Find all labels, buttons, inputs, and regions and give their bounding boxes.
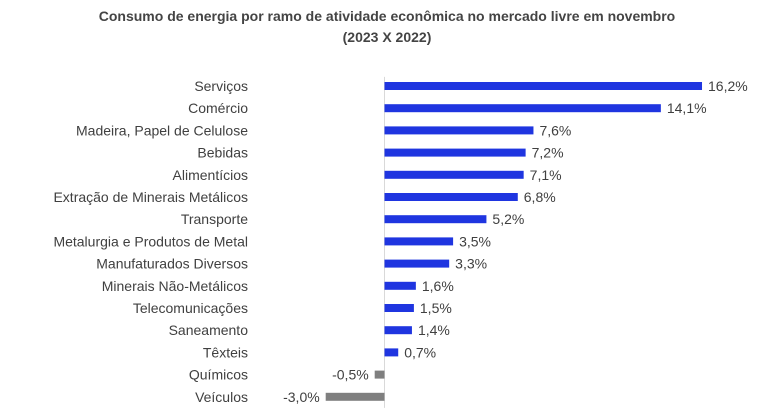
data-label-madeira-papel-de-celulose: 7,6% bbox=[539, 122, 571, 138]
data-label-quimicos: -0,5% bbox=[332, 367, 369, 383]
data-label-veiculos: -3,0% bbox=[283, 389, 320, 405]
category-label-bebidas: Bebidas bbox=[197, 145, 248, 161]
data-label-minerais-nao-metalicos: 1,6% bbox=[422, 278, 454, 294]
category-label-quimicos: Químicos bbox=[189, 367, 248, 383]
data-label-servicos: 16,2% bbox=[708, 78, 748, 94]
category-label-servicos: Serviços bbox=[194, 78, 248, 94]
bar-bebidas bbox=[384, 148, 526, 157]
data-label-extracao-de-minerais-metalicos: 6,8% bbox=[524, 189, 556, 205]
bar-madeira-papel-de-celulose bbox=[384, 126, 534, 135]
category-label-saneamento: Saneamento bbox=[169, 322, 249, 338]
chart-title-line-2: (2023 X 2022) bbox=[342, 29, 432, 45]
data-label-telecomunicacoes: 1,5% bbox=[420, 300, 452, 316]
data-label-metalurgia-e-produtos-de-metal: 3,5% bbox=[459, 233, 491, 249]
bar-minerais-nao-metalicos bbox=[384, 281, 416, 290]
data-label-comercio: 14,1% bbox=[667, 100, 707, 116]
category-label-transporte: Transporte bbox=[181, 211, 248, 227]
bar-saneamento bbox=[384, 326, 412, 335]
category-label-extracao-de-minerais-metalicos: Extração de Minerais Metálicos bbox=[53, 189, 248, 205]
category-label-alimenticios: Alimentícios bbox=[173, 167, 248, 183]
bar-comercio bbox=[384, 104, 661, 113]
bar-veiculos bbox=[325, 392, 385, 401]
category-label-madeira-papel-de-celulose: Madeira, Papel de Celulose bbox=[76, 122, 248, 138]
bar-manufaturados-diversos bbox=[384, 259, 450, 268]
bar-alimenticios bbox=[384, 170, 524, 179]
bar-telecomunicacoes bbox=[384, 304, 414, 312]
bar-texteis bbox=[384, 348, 399, 357]
data-label-texteis: 0,7% bbox=[404, 344, 436, 360]
bar-transporte bbox=[384, 215, 487, 224]
bar-metalurgia-e-produtos-de-metal bbox=[384, 237, 454, 246]
category-label-manufaturados-diversos: Manufaturados Diversos bbox=[96, 256, 248, 272]
data-label-manufaturados-diversos: 3,3% bbox=[455, 256, 487, 272]
data-label-saneamento: 1,4% bbox=[418, 322, 450, 338]
category-label-metalurgia-e-produtos-de-metal: Metalurgia e Produtos de Metal bbox=[53, 233, 248, 249]
data-label-transporte: 5,2% bbox=[492, 211, 524, 227]
category-label-minerais-nao-metalicos: Minerais Não-Metálicos bbox=[102, 278, 248, 294]
chart-title: Consumo de energia por ramo de atividade… bbox=[0, 6, 774, 48]
category-label-texteis: Têxteis bbox=[203, 344, 248, 360]
bar-servicos bbox=[384, 82, 703, 90]
bar-extracao-de-minerais-metalicos bbox=[384, 193, 518, 201]
category-label-veiculos: Veículos bbox=[195, 389, 248, 405]
data-label-alimenticios: 7,1% bbox=[530, 167, 562, 183]
category-label-comercio: Comércio bbox=[188, 100, 248, 116]
bar-quimicos bbox=[374, 370, 385, 379]
category-label-telecomunicacoes: Telecomunicações bbox=[133, 300, 248, 316]
data-label-bebidas: 7,2% bbox=[532, 145, 564, 161]
chart-title-line-1: Consumo de energia por ramo de atividade… bbox=[98, 8, 676, 24]
